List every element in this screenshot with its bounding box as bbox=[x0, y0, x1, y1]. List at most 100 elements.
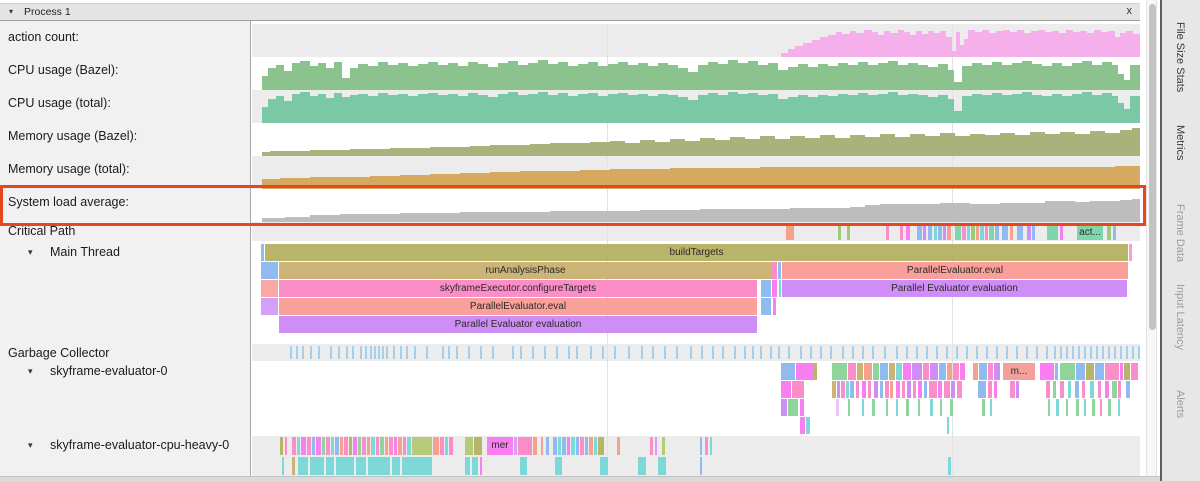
flame-bar[interactable] bbox=[1032, 226, 1035, 240]
flame-bar[interactable] bbox=[1027, 226, 1031, 240]
flame-bar[interactable] bbox=[402, 457, 432, 475]
flame-bar[interactable] bbox=[836, 399, 839, 416]
gc-tick[interactable] bbox=[568, 346, 570, 359]
flame-bar[interactable] bbox=[847, 226, 850, 240]
flame-bar[interactable] bbox=[1107, 226, 1111, 240]
flame-bar[interactable] bbox=[1098, 381, 1101, 398]
flame-bar[interactable] bbox=[862, 381, 866, 398]
flame-bar[interactable] bbox=[779, 280, 781, 297]
gc-tick[interactable] bbox=[556, 346, 558, 359]
flame-bar[interactable] bbox=[1092, 399, 1095, 416]
flame-bar[interactable] bbox=[994, 381, 997, 398]
flame-bar[interactable] bbox=[1112, 381, 1117, 398]
flame-bar[interactable] bbox=[761, 298, 771, 315]
flame-bar[interactable] bbox=[312, 437, 315, 455]
gc-tick[interactable] bbox=[712, 346, 714, 359]
gc-tick[interactable] bbox=[492, 346, 494, 359]
tab-metrics[interactable]: Metrics bbox=[1174, 125, 1186, 161]
flame-bar[interactable] bbox=[403, 437, 406, 455]
gc-tick[interactable] bbox=[810, 346, 812, 359]
flame-bar[interactable] bbox=[967, 226, 970, 240]
chart-area[interactable]: act... buildTargets runAnalysisPhase Parall… bbox=[252, 0, 1140, 477]
flame-bar[interactable] bbox=[576, 437, 579, 455]
flame-bar[interactable] bbox=[465, 437, 473, 455]
flame-bar[interactable] bbox=[848, 363, 856, 380]
counter-chart-system-load-average[interactable] bbox=[252, 189, 1140, 222]
flame-bar[interactable] bbox=[1113, 226, 1116, 240]
flame-bar[interactable] bbox=[1118, 381, 1121, 398]
process-header[interactable]: ▾ Process 1 x bbox=[0, 3, 1140, 21]
flame-bar[interactable] bbox=[1084, 399, 1086, 416]
gc-tick[interactable] bbox=[1006, 346, 1008, 359]
flame-bar[interactable] bbox=[589, 437, 593, 455]
gc-tick[interactable] bbox=[414, 346, 416, 359]
gc-tick[interactable] bbox=[442, 346, 444, 359]
flame-bar[interactable] bbox=[368, 457, 390, 475]
flame-bar[interactable] bbox=[1060, 363, 1075, 380]
flame-bar-parallel-evaluator-evaluation[interactable]: Parallel Evaluator evaluation bbox=[279, 316, 757, 333]
gc-tick[interactable] bbox=[602, 346, 604, 359]
gc-tick[interactable] bbox=[884, 346, 886, 359]
flame-bar[interactable] bbox=[913, 381, 916, 398]
flame-bar[interactable] bbox=[322, 437, 325, 455]
gc-tick[interactable] bbox=[788, 346, 790, 359]
flame-bar[interactable] bbox=[772, 280, 777, 297]
flame-bar[interactable] bbox=[868, 381, 871, 398]
flame-bar[interactable] bbox=[930, 363, 938, 380]
gc-tick[interactable] bbox=[946, 346, 948, 359]
flame-bar[interactable] bbox=[856, 381, 859, 398]
gc-tick[interactable] bbox=[532, 346, 534, 359]
flame-bar[interactable] bbox=[362, 437, 366, 455]
tab-alerts[interactable]: Alerts bbox=[1174, 389, 1186, 419]
flame-bar[interactable] bbox=[710, 437, 712, 455]
gc-tick[interactable] bbox=[590, 346, 592, 359]
gc-tick[interactable] bbox=[426, 346, 428, 359]
flame-bar[interactable] bbox=[800, 417, 805, 434]
flame-bar-mer[interactable]: mer bbox=[487, 437, 513, 455]
flame-bar[interactable] bbox=[1010, 226, 1013, 240]
flame-bar[interactable] bbox=[906, 399, 909, 416]
gc-tick[interactable] bbox=[966, 346, 968, 359]
flame-bar[interactable] bbox=[773, 298, 776, 315]
flame-bar[interactable] bbox=[900, 226, 903, 240]
gc-tick[interactable] bbox=[1026, 346, 1028, 359]
flame-bar[interactable] bbox=[310, 457, 324, 475]
flame-bar[interactable] bbox=[571, 437, 575, 455]
flame-bar[interactable] bbox=[440, 437, 444, 455]
flame-bar[interactable] bbox=[1017, 226, 1023, 240]
flame-bar[interactable] bbox=[890, 381, 893, 398]
flame-bar[interactable] bbox=[988, 381, 992, 398]
gc-tick[interactable] bbox=[936, 346, 938, 359]
gc-tick[interactable] bbox=[830, 346, 832, 359]
flame-bar[interactable] bbox=[971, 226, 975, 240]
flame-bar[interactable] bbox=[957, 381, 962, 398]
flame-bar[interactable] bbox=[617, 437, 620, 455]
gc-tick[interactable] bbox=[734, 346, 736, 359]
flame-bar[interactable] bbox=[838, 226, 841, 240]
flame-bar[interactable] bbox=[292, 457, 295, 475]
gc-tick[interactable] bbox=[842, 346, 844, 359]
flame-bar[interactable] bbox=[938, 226, 942, 240]
flame-bar[interactable] bbox=[923, 226, 926, 240]
flame-bar[interactable] bbox=[282, 457, 284, 475]
flame-bar[interactable] bbox=[796, 363, 814, 380]
flame-bar[interactable] bbox=[889, 363, 895, 380]
flame-bar[interactable] bbox=[912, 363, 922, 380]
flame-bar[interactable] bbox=[658, 457, 666, 475]
flame-bar[interactable] bbox=[518, 437, 532, 455]
flame-bar[interactable] bbox=[814, 363, 817, 380]
flame-bar-buildtargets[interactable]: buildTargets bbox=[265, 244, 1128, 261]
gc-tick[interactable] bbox=[1016, 346, 1018, 359]
track-row-skyframe-evaluator-0[interactable]: ▾ skyframe-evaluator-0 bbox=[0, 364, 250, 380]
flame-bar[interactable] bbox=[407, 437, 411, 455]
flame-bar[interactable] bbox=[848, 399, 850, 416]
flame-bar[interactable] bbox=[940, 399, 942, 416]
flame-bar[interactable] bbox=[480, 457, 482, 475]
flame-bar[interactable] bbox=[1002, 226, 1008, 240]
flame-bar[interactable] bbox=[903, 363, 911, 380]
gc-tick[interactable] bbox=[1126, 346, 1128, 359]
gc-tick[interactable] bbox=[690, 346, 692, 359]
flame-bar[interactable] bbox=[938, 381, 942, 398]
flame-bar[interactable] bbox=[862, 399, 864, 416]
counter-chart-memory-usage-total[interactable] bbox=[252, 156, 1140, 189]
